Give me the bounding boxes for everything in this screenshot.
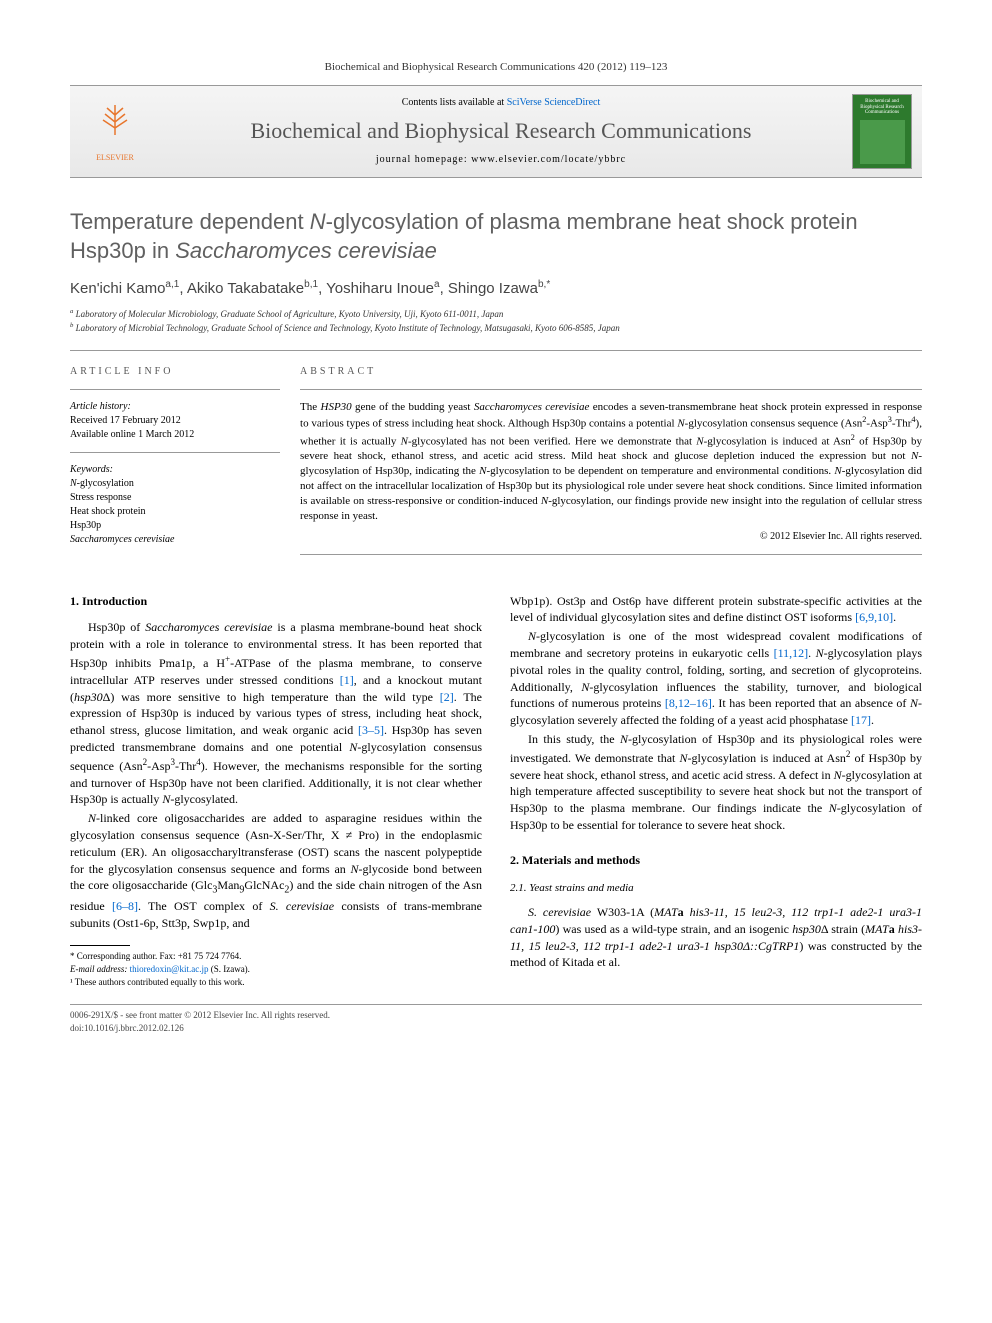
ref-3-5[interactable]: [3–5] xyxy=(358,723,384,737)
homepage-prefix: journal homepage: xyxy=(376,154,471,165)
elsevier-text: ELSEVIER xyxy=(96,152,134,163)
keyword-1: N-glycosylation xyxy=(70,477,280,491)
contribution-note: ¹ These authors contributed equally to t… xyxy=(70,976,482,989)
journal-header: ELSEVIER Contents lists available at Sci… xyxy=(70,85,922,178)
abstract-bottom-divider xyxy=(300,554,922,555)
email-line: E-mail address: thioredoxin@kit.ac.jp (S… xyxy=(70,963,482,976)
divider xyxy=(70,350,922,351)
online-date: Available online 1 March 2012 xyxy=(70,428,280,442)
cover-text: Biochemical and Biophysical Research Com… xyxy=(857,99,907,116)
affiliation-a: a Laboratory of Molecular Microbiology, … xyxy=(70,307,922,322)
intro-para-3: N-glycosylation is one of the most wides… xyxy=(510,628,922,729)
ref-11-12[interactable]: [11,12] xyxy=(774,646,809,660)
footnote-divider xyxy=(70,945,130,946)
email-link[interactable]: thioredoxin@kit.ac.jp xyxy=(130,964,209,974)
info-divider xyxy=(70,452,280,453)
abstract-divider xyxy=(300,389,922,390)
title-species: Saccharomyces cerevisiae xyxy=(175,238,437,263)
journal-reference: Biochemical and Biophysical Research Com… xyxy=(70,60,922,75)
received-date: Received 17 February 2012 xyxy=(70,414,280,428)
page-footer: 0006-291X/$ - see front matter © 2012 El… xyxy=(70,1004,922,1034)
ref-6-9-10[interactable]: [6,9,10] xyxy=(855,610,893,624)
article-info-heading: ARTICLE INFO xyxy=(70,365,280,379)
title-italic-n: N xyxy=(310,209,326,234)
ref-1[interactable]: [1] xyxy=(340,673,354,687)
contents-available: Contents lists available at SciVerse Sci… xyxy=(165,96,837,110)
ref-17[interactable]: [17] xyxy=(851,713,871,727)
methods-sub1-heading: 2.1. Yeast strains and media xyxy=(510,881,922,896)
methods-heading: 2. Materials and methods xyxy=(510,852,922,869)
ref-8-12-16[interactable]: [8,12–16] xyxy=(665,696,712,710)
corresponding-author: * Corresponding author. Fax: +81 75 724 … xyxy=(70,950,482,963)
footnotes: * Corresponding author. Fax: +81 75 724 … xyxy=(70,950,482,988)
author-2: Akiko Takabatakeb,1 xyxy=(187,280,318,297)
article-info-column: ARTICLE INFO Article history: Received 1… xyxy=(70,365,300,565)
keyword-4: Hsp30p xyxy=(70,519,280,533)
journal-title: Biochemical and Biophysical Research Com… xyxy=(165,116,837,147)
sciencedirect-link[interactable]: SciVerse ScienceDirect xyxy=(507,97,601,108)
footer-line1: 0006-291X/$ - see front matter © 2012 El… xyxy=(70,1009,922,1022)
methods-para-1: S. cerevisiae W303-1A (MATa his3-11, 15 … xyxy=(510,904,922,971)
history-label: Article history: xyxy=(70,400,280,414)
journal-homepage: journal homepage: www.elsevier.com/locat… xyxy=(165,153,837,167)
footer-doi: doi:10.1016/j.bbrc.2012.02.126 xyxy=(70,1022,922,1035)
abstract-column: ABSTRACT The HSP30 gene of the budding y… xyxy=(300,365,922,565)
keywords-label: Keywords: xyxy=(70,463,280,477)
author-4: Shingo Izawab,* xyxy=(448,280,550,297)
info-divider xyxy=(70,389,280,390)
intro-para-2b: Wbp1p). Ost3p and Ost6p have different p… xyxy=(510,593,922,627)
intro-para-2: N-linked core oligosaccharides are added… xyxy=(70,810,482,931)
abstract-text: The HSP30 gene of the budding yeast Sacc… xyxy=(300,400,922,524)
keyword-3: Heat shock protein xyxy=(70,505,280,519)
abstract-heading: ABSTRACT xyxy=(300,365,922,379)
author-1: Ken'ichi Kamoa,1 xyxy=(70,280,179,297)
keyword-5: Saccharomyces cerevisiae xyxy=(70,533,280,547)
elsevier-logo: ELSEVIER xyxy=(80,97,150,167)
intro-para-1: Hsp30p of Saccharomyces cerevisiae is a … xyxy=(70,619,482,808)
abstract-copyright: © 2012 Elsevier Inc. All rights reserved… xyxy=(300,530,922,544)
affiliations: a Laboratory of Molecular Microbiology, … xyxy=(70,307,922,336)
affiliation-b: b Laboratory of Microbial Technology, Gr… xyxy=(70,321,922,336)
journal-cover-thumbnail: Biochemical and Biophysical Research Com… xyxy=(852,94,912,169)
author-3: Yoshiharu Inouea xyxy=(326,280,439,297)
author-list: Ken'ichi Kamoa,1, Akiko Takabatakeb,1, Y… xyxy=(70,278,922,299)
ref-6-8[interactable]: [6–8] xyxy=(112,899,138,913)
homepage-url[interactable]: www.elsevier.com/locate/ybbrc xyxy=(471,154,626,165)
article-title: Temperature dependent N-glycosylation of… xyxy=(70,208,922,265)
intro-para-4: In this study, the N-glycosylation of Hs… xyxy=(510,731,922,834)
title-part1: Temperature dependent xyxy=(70,209,310,234)
contents-prefix: Contents lists available at xyxy=(402,97,507,108)
ref-2[interactable]: [2] xyxy=(440,690,454,704)
introduction-heading: 1. Introduction xyxy=(70,593,482,610)
elsevier-tree-icon xyxy=(95,100,135,152)
article-body: 1. Introduction Hsp30p of Saccharomyces … xyxy=(70,593,922,989)
keyword-2: Stress response xyxy=(70,491,280,505)
